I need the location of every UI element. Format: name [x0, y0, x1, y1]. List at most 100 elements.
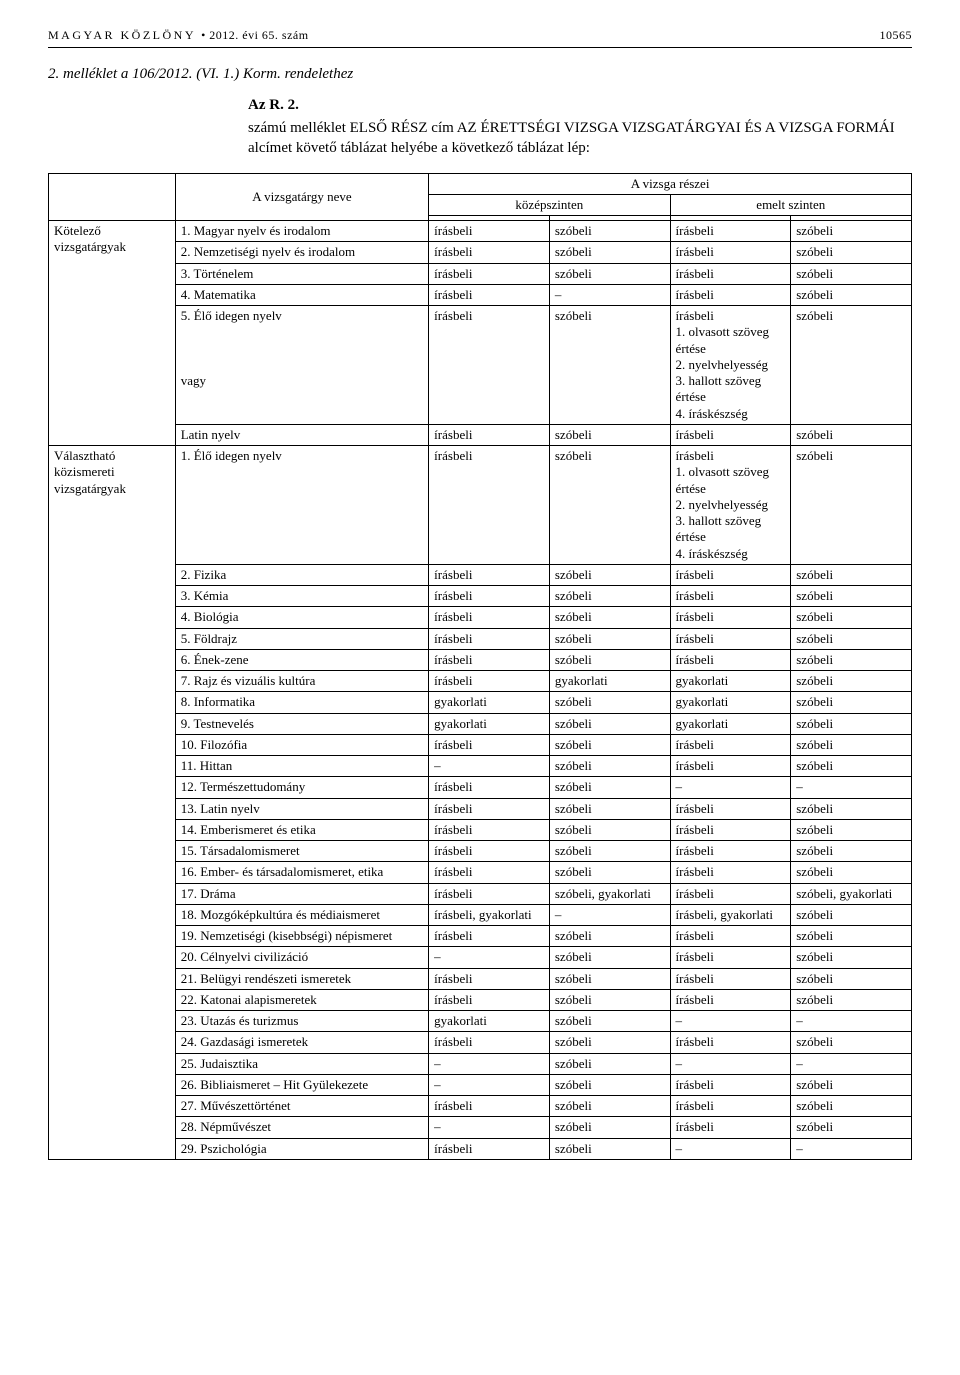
data-cell: gyakorlati	[549, 671, 670, 692]
data-cell: írásbeli	[429, 819, 550, 840]
data-cell: szóbeli	[791, 306, 912, 425]
data-cell: szóbeli	[549, 841, 670, 862]
data-cell: szóbeli	[549, 713, 670, 734]
data-cell: írásbeli	[429, 1096, 550, 1117]
data-cell: –	[429, 1117, 550, 1138]
data-cell: szóbeli	[549, 1032, 670, 1053]
subject-name-cell: 4. Matematika	[175, 284, 428, 305]
data-cell: írásbeli	[670, 242, 791, 263]
table-row: 26. Bibliaismeret – Hit Gyülekezete–szób…	[49, 1074, 912, 1095]
table-row: 24. Gazdasági ismeretekírásbeliszóbeliír…	[49, 1032, 912, 1053]
data-cell: szóbeli	[791, 628, 912, 649]
data-cell: szóbeli	[791, 671, 912, 692]
subject-name-cell: 9. Testnevelés	[175, 713, 428, 734]
data-cell: szóbeli	[549, 649, 670, 670]
subject-name-cell: 22. Katonai alapismeretek	[175, 989, 428, 1010]
data-cell: írásbeli 1. olvasott szöveg értése 2. ny…	[670, 306, 791, 425]
data-cell: írásbeli	[429, 798, 550, 819]
data-cell: írásbeli	[670, 586, 791, 607]
subject-name-cell: 5. Földrajz	[175, 628, 428, 649]
data-cell: írásbeli	[670, 734, 791, 755]
data-cell: szóbeli	[549, 989, 670, 1010]
data-cell: írásbeli	[670, 284, 791, 305]
data-cell: szóbeli	[791, 1032, 912, 1053]
table-row: 3. Történelemírásbeliszóbeliírásbeliszób…	[49, 263, 912, 284]
table-row: 28. Népművészet–szóbeliírásbeliszóbeli	[49, 1117, 912, 1138]
exam-table: A vizsgatárgy neve A vizsga részei közép…	[48, 173, 912, 1160]
table-row: 14. Emberismeret és etikaírásbeliszóbeli…	[49, 819, 912, 840]
table-row: 8. Informatikagyakorlatiszóbeligyakorlat…	[49, 692, 912, 713]
subject-name-cell: 3. Történelem	[175, 263, 428, 284]
data-cell: szóbeli	[791, 586, 912, 607]
table-row: 27. Művészettörténetírásbeliszóbeliírásb…	[49, 1096, 912, 1117]
subject-name-cell: 1. Élő idegen nyelv	[175, 446, 428, 565]
data-cell: írásbeli	[670, 989, 791, 1010]
data-cell: gyakorlati	[429, 692, 550, 713]
publication-name: MAGYAR KÖZLÖNY • 2012. évi 65. szám	[48, 28, 309, 43]
table-row: 25. Judaisztika–szóbeli––	[49, 1053, 912, 1074]
table-row: 2. Fizikaírásbeliszóbeliírásbeliszóbeli	[49, 564, 912, 585]
data-cell: írásbeli	[429, 841, 550, 862]
table-row: 3. Kémiaírásbeliszóbeliírásbeliszóbeli	[49, 586, 912, 607]
table-row: Választható közismereti vizsgatárgyak1. …	[49, 446, 912, 565]
data-cell: szóbeli	[791, 926, 912, 947]
table-body: Kötelező vizsgatárgyak1. Magyar nyelv és…	[49, 221, 912, 1160]
page-number: 10565	[880, 28, 913, 43]
subject-name-cell: 18. Mozgóképkultúra és médiaismeret	[175, 904, 428, 925]
data-cell: írásbeli	[429, 862, 550, 883]
data-cell: szóbeli	[791, 446, 912, 565]
data-cell: szóbeli	[549, 1053, 670, 1074]
data-cell: írásbeli	[429, 607, 550, 628]
subject-name-cell: 19. Nemzetiségi (kisebbségi) népismeret	[175, 926, 428, 947]
issue-text: • 2012. évi 65. szám	[201, 28, 309, 42]
data-cell: –	[549, 904, 670, 925]
table-row: 15. Társadalomismeretírásbeliszóbeliírás…	[49, 841, 912, 862]
data-cell: írásbeli	[670, 862, 791, 883]
data-cell: szóbeli	[549, 1096, 670, 1117]
data-cell: írásbeli	[429, 968, 550, 989]
data-cell: írásbeli	[429, 777, 550, 798]
table-row: 17. Drámaírásbeliszóbeli, gyakorlatiírás…	[49, 883, 912, 904]
data-cell: szóbeli	[549, 263, 670, 284]
data-cell: szóbeli	[549, 1138, 670, 1159]
data-cell: –	[670, 777, 791, 798]
data-cell: szóbeli	[791, 862, 912, 883]
data-cell: írásbeli	[429, 564, 550, 585]
subject-name-cell: 23. Utazás és turizmus	[175, 1011, 428, 1032]
table-row: 21. Belügyi rendészeti ismeretekírásbeli…	[49, 968, 912, 989]
data-cell: írásbeli	[429, 628, 550, 649]
subject-name-cell: 28. Népművészet	[175, 1117, 428, 1138]
subject-name-cell: 8. Informatika	[175, 692, 428, 713]
table-row: 22. Katonai alapismeretek írásbeliszóbeli…	[49, 989, 912, 1010]
data-cell: írásbeli	[429, 446, 550, 565]
data-cell: –	[670, 1053, 791, 1074]
head-parts: A vizsga részei	[429, 173, 912, 194]
data-cell: szóbeli	[549, 798, 670, 819]
data-cell: szóbeli	[791, 904, 912, 925]
subject-name-cell: 4. Biológia	[175, 607, 428, 628]
data-cell: írásbeli	[670, 607, 791, 628]
data-cell: szóbeli	[791, 263, 912, 284]
data-cell: írásbeli	[670, 756, 791, 777]
subject-name-cell: 6. Ének-zene	[175, 649, 428, 670]
subject-name-cell: 20. Célnyelvi civilizáció	[175, 947, 428, 968]
data-cell: szóbeli	[549, 819, 670, 840]
data-cell: írásbeli	[670, 649, 791, 670]
data-cell: írásbeli	[429, 263, 550, 284]
data-cell: –	[549, 284, 670, 305]
table-row: 23. Utazás és turizmusgyakorlatiszóbeli–…	[49, 1011, 912, 1032]
category-cell: Kötelező vizsgatárgyak	[49, 221, 176, 446]
data-cell: írásbeli	[670, 1096, 791, 1117]
subject-name-cell: 5. Élő idegen nyelv vagy	[175, 306, 428, 425]
data-cell: –	[670, 1011, 791, 1032]
subject-name-cell: 14. Emberismeret és etika	[175, 819, 428, 840]
data-cell: gyakorlati	[670, 692, 791, 713]
data-cell: írásbeli	[670, 926, 791, 947]
data-cell: írásbeli	[670, 798, 791, 819]
data-cell: szóbeli	[549, 306, 670, 425]
data-cell: írásbeli	[670, 1032, 791, 1053]
data-cell: írásbeli	[670, 628, 791, 649]
table-row: 13. Latin nyelvírásbeliszóbeliírásbelisz…	[49, 798, 912, 819]
table-row: 29. Pszichológiaírásbeliszóbeli––	[49, 1138, 912, 1159]
publication-text: MAGYAR KÖZLÖNY	[48, 28, 196, 42]
